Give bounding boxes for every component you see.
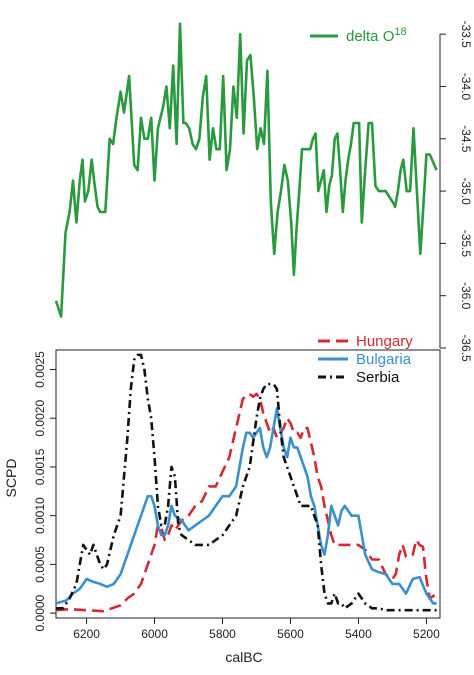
scpd-tick-label: 0.0020 xyxy=(33,400,47,437)
series-line-bulgaria xyxy=(55,407,437,605)
delta-o18-tick-label: -35.0 xyxy=(459,177,473,205)
scpd-tick-label: 0.0025 xyxy=(33,351,47,388)
delta-o18-series-line xyxy=(54,22,438,318)
delta-o18-tick-label: -36.5 xyxy=(459,334,473,362)
scpd-tick-label: 0.0010 xyxy=(33,497,47,534)
x-axis-label: calBC xyxy=(225,649,262,665)
scpd-tick-label: 0.0005 xyxy=(33,546,47,583)
delta-o18-panel: -33.5 -34.0 -34.5 -35.0 -35.5 -36.0 -36.5 delt… xyxy=(54,20,473,362)
scpd-tick-label: 0.0015 xyxy=(33,448,47,485)
delta-o18-tick-label: -36.0 xyxy=(459,282,473,310)
scpd-plot-frame xyxy=(55,349,441,619)
scpd-tick-label: 0.0000 xyxy=(33,594,47,631)
calbc-tick-label: 6000 xyxy=(141,627,168,641)
legend-label-superscript: 18 xyxy=(394,26,406,38)
legend-label-delta-o18: delta O18 xyxy=(346,26,407,45)
delta-o18-series-layer xyxy=(54,22,438,318)
series-line-hungary xyxy=(55,392,438,613)
calbc-tick-label: 6200 xyxy=(73,627,100,641)
scpd-y-axis: 0.0000 0.0005 0.0010 0.0015 0.0020 0.0025 xyxy=(33,351,56,631)
legend-label-bulgaria: Bulgaria xyxy=(356,351,412,368)
calbc-tick-label: 5200 xyxy=(413,627,440,641)
calbc-x-axis: 6200 6000 5800 5600 5400 5200 xyxy=(73,618,440,641)
y-axis-label: SCPD xyxy=(3,459,19,498)
legend-label-hungary: Hungary xyxy=(356,333,413,350)
legend-label-main: delta O xyxy=(346,28,394,45)
delta-o18-y-axis: -33.5 -34.0 -34.5 -35.0 -35.5 -36.0 -36.5 xyxy=(439,20,473,362)
calbc-tick-label: 5400 xyxy=(345,627,372,641)
delta-o18-tick-label: -34.5 xyxy=(459,125,473,153)
delta-o18-tick-label: -33.5 xyxy=(459,20,473,48)
delta-o18-tick-label: -34.0 xyxy=(459,73,473,101)
legend-label-serbia: Serbia xyxy=(356,369,400,386)
calbc-tick-label: 5800 xyxy=(209,627,236,641)
delta-o18-legend: delta O18 xyxy=(310,26,407,45)
calbc-tick-label: 5600 xyxy=(277,627,304,641)
delta-o18-tick-label: -35.5 xyxy=(459,230,473,258)
scpd-series-layer xyxy=(55,353,438,613)
scpd-panel: 0.0000 0.0005 0.0010 0.0015 0.0020 0.0025 620… xyxy=(3,333,441,665)
series-line-serbia xyxy=(56,353,437,612)
